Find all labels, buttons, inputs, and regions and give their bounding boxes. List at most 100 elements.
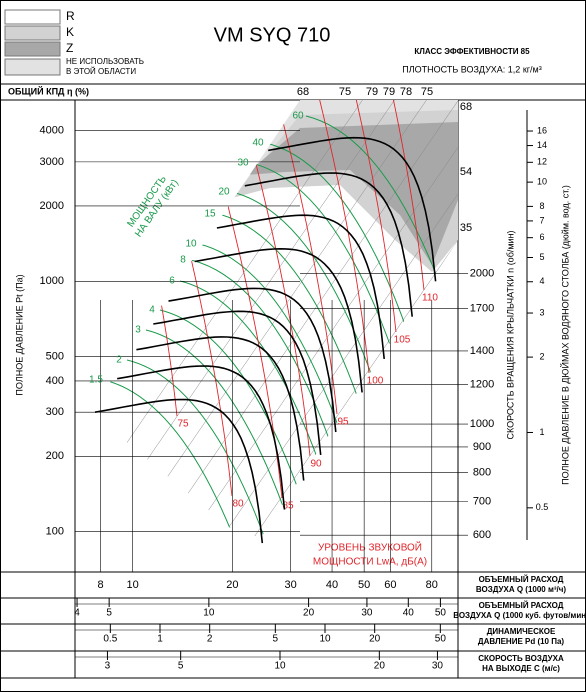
x-axis-title: ОБЪЕМНЫЙ РАСХОД xyxy=(479,575,564,584)
efficiency-label: 75 xyxy=(339,86,351,98)
power-label: 20 xyxy=(218,187,230,198)
noise-label: 80 xyxy=(232,499,244,510)
power-label: 4 xyxy=(149,305,155,316)
efficiency-label: 54 xyxy=(460,166,472,178)
scale-tick-label: 3 xyxy=(105,661,111,672)
noise-line xyxy=(314,100,370,374)
speed-tick-label: 1700 xyxy=(470,303,494,315)
fan-curve xyxy=(194,247,363,393)
y2-tick-label: 3 xyxy=(539,307,544,317)
legend-label: Z xyxy=(66,41,73,55)
fan-curve xyxy=(117,365,286,510)
noise-label: 90 xyxy=(310,459,322,470)
scale-tick-label: 10 xyxy=(203,608,215,619)
x-tick-label: 8 xyxy=(97,579,103,591)
power-label: 8 xyxy=(180,255,186,266)
power-line xyxy=(179,280,323,472)
air-density: ПЛОТНОСТЬ ВОЗДУХА: 1,2 кг/м³ xyxy=(402,64,541,74)
power-label: 60 xyxy=(292,111,304,122)
y2-tick-label: 10 xyxy=(537,177,547,187)
scale-title: НА ВЫХОДЕ C (м/с) xyxy=(482,664,560,673)
power-line xyxy=(145,329,289,521)
legend-label: НЕ ИСПОЛЬЗОВАТЬ xyxy=(66,57,144,66)
y-tick-label: 500 xyxy=(46,351,64,363)
power-title: МОЩНОСТЬ НА ВАЛУ (кВт) xyxy=(125,174,180,240)
y-tick-label: 200 xyxy=(46,450,64,462)
efficiency-label: 68 xyxy=(460,101,472,113)
scale-tick-label: 50 xyxy=(435,608,447,619)
legend-swatch xyxy=(4,58,61,76)
fan-curve xyxy=(244,172,413,317)
power-label: 2 xyxy=(116,355,122,366)
power-line xyxy=(159,309,303,501)
scale-tick-label: 30 xyxy=(432,661,444,672)
legend-swatch xyxy=(4,25,61,41)
y2-tick-label: 2 xyxy=(539,351,544,361)
system-line xyxy=(123,100,455,536)
power-label: 1.5 xyxy=(89,375,103,386)
y2-tick-label: 4 xyxy=(539,276,544,286)
y2-tick-label: 16 xyxy=(537,125,547,135)
speed-tick-label: 1400 xyxy=(470,345,494,357)
noise-line xyxy=(341,100,397,333)
fan-curve xyxy=(136,336,305,481)
x-tick-label: 80 xyxy=(426,579,438,591)
scale-tick-label: 10 xyxy=(319,634,331,645)
legend-swatch xyxy=(4,9,61,25)
power-label: 10 xyxy=(185,239,197,250)
speed-tick-label: 1200 xyxy=(470,378,494,390)
power-line xyxy=(217,213,361,405)
efficiency-label: 68 xyxy=(297,86,309,98)
scale-tick-label: 5 xyxy=(106,608,112,619)
speed-tick-label: 2000 xyxy=(470,267,494,279)
y-tick-label: 2000 xyxy=(40,200,64,212)
x-tick-label: 50 xyxy=(358,579,370,591)
scale-title: ВОЗДУХА Q (1000 куб. футов/мин) xyxy=(453,611,586,620)
efficiency-class: КЛАСС ЭФФЕКТИВНОСТИ 85 xyxy=(414,47,530,56)
power-line xyxy=(126,359,270,536)
x-tick-label: 10 xyxy=(126,579,138,591)
power-line xyxy=(250,162,394,354)
y2-tick-label: 12 xyxy=(537,157,547,167)
scale-tick-label: 20 xyxy=(369,634,381,645)
power-line xyxy=(265,142,409,334)
y-tick-label: 400 xyxy=(46,375,64,387)
scale-tick-label: 30 xyxy=(361,608,373,619)
x-axis-title: ВОЗДУХА Q (1000 м³/ч) xyxy=(476,585,567,594)
x-tick-label: 40 xyxy=(326,579,338,591)
noise-label: 75 xyxy=(177,419,189,430)
power-line xyxy=(190,259,334,451)
scale-tick-label: 2 xyxy=(207,634,213,645)
speed-tick-label: 800 xyxy=(473,466,491,478)
noise-label: 85 xyxy=(282,501,294,512)
scale-title: ОБЪЕМНЫЙ РАСХОД xyxy=(479,601,564,610)
power-line xyxy=(103,379,247,536)
power-label: 3 xyxy=(135,325,141,336)
chart-title: VM SYQ 710 xyxy=(214,24,331,46)
noise-label: 95 xyxy=(337,417,349,428)
fan-curve xyxy=(268,136,437,282)
noise-title: МОЩНОСТИ LwA, дБ(A) xyxy=(313,557,427,568)
scale-tick-label: 5 xyxy=(178,661,184,672)
noise-line xyxy=(255,163,311,457)
fan-curve xyxy=(94,398,264,544)
speed-axis-title: СКОРОСТЬ ВРАЩЕНИЯ КРЫЛЬЧАТКИ n (об/мин) xyxy=(505,230,515,439)
y2-tick-label: 5 xyxy=(539,252,544,262)
speed-tick-label: 900 xyxy=(473,441,491,453)
power-line xyxy=(305,115,449,307)
x-tick-label: 60 xyxy=(384,579,396,591)
scale-tick-label: 20 xyxy=(374,661,386,672)
y2-tick-label: 0.5 xyxy=(536,502,549,512)
fan-curve xyxy=(168,287,337,433)
efficiency-label: ОБЩИЙ КПД η (%) xyxy=(8,85,89,96)
system-line xyxy=(219,100,458,536)
fan-curve xyxy=(153,310,322,455)
legend-label: R xyxy=(66,9,75,23)
noise-line xyxy=(369,100,425,291)
scale-title: СКОРОСТЬ ВОЗДУХА xyxy=(478,654,564,663)
scale-title: ДАВЛЕНИЕ Pd (10 Па) xyxy=(478,637,565,646)
legend-label: K xyxy=(66,25,74,39)
efficiency-label: 78 xyxy=(400,86,412,98)
scale-tick-label: 10 xyxy=(274,661,286,672)
